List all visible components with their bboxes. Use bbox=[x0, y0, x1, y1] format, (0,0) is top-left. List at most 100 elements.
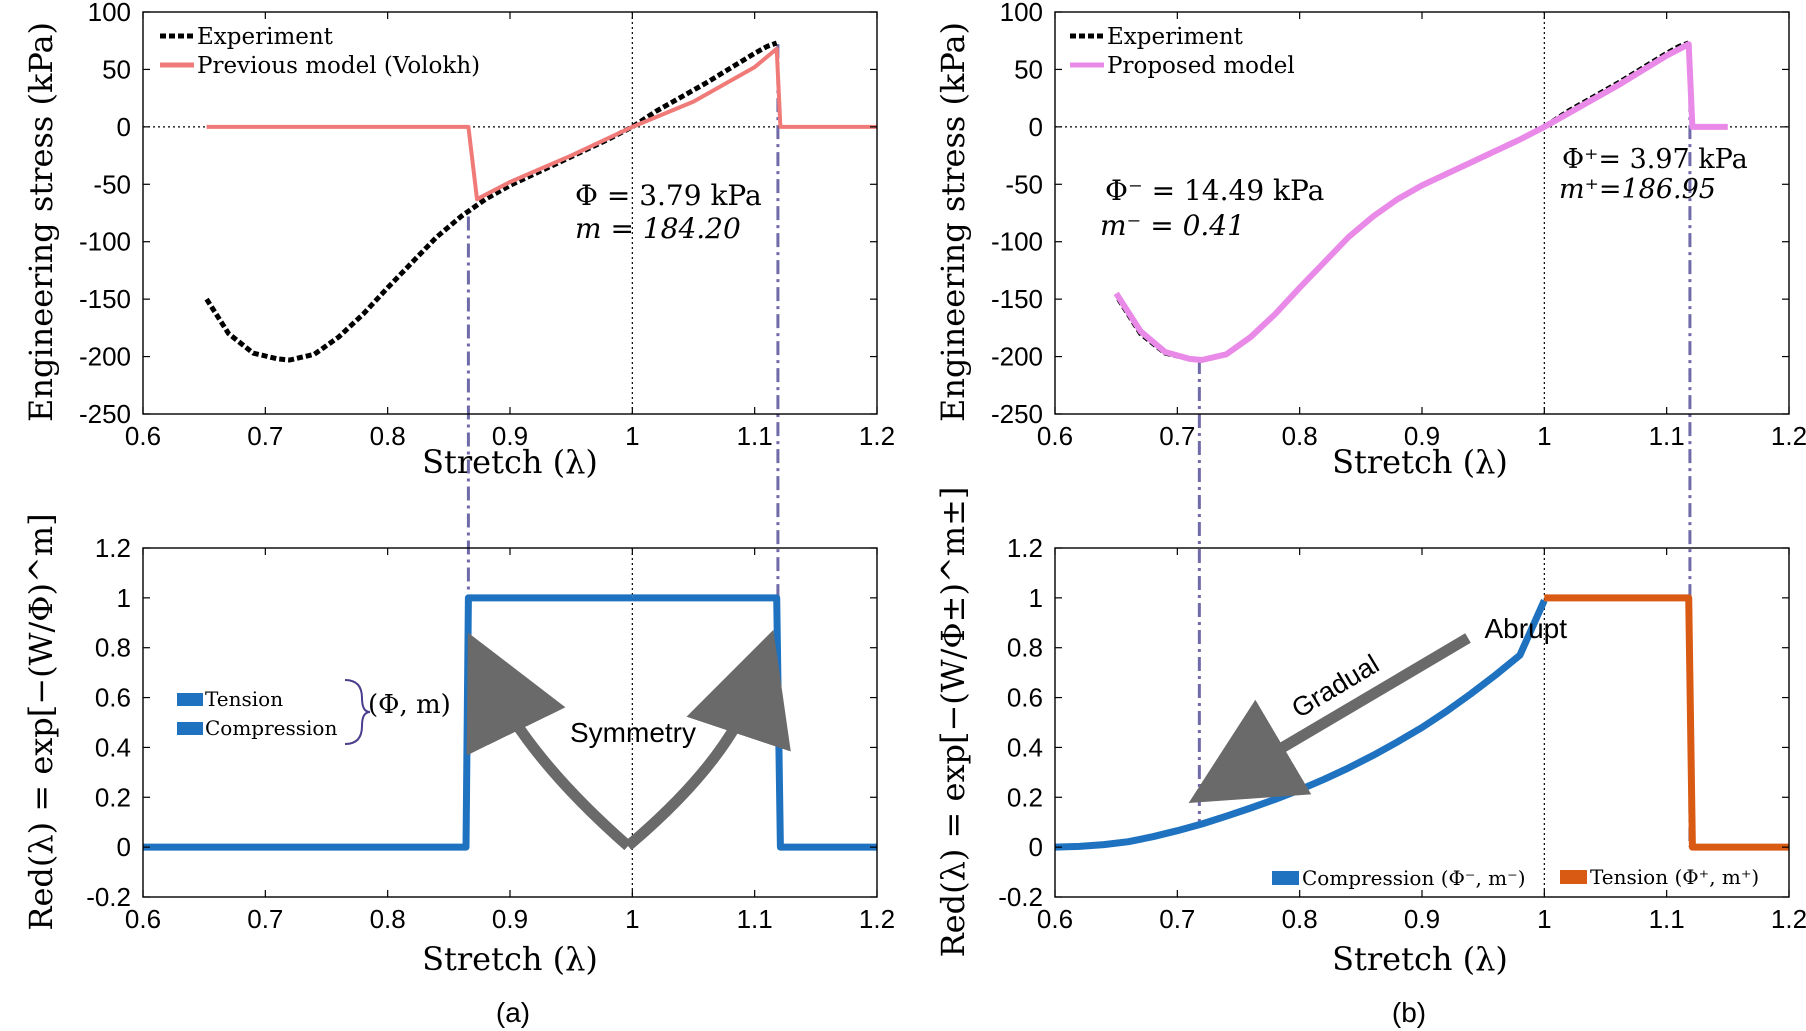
series-layer bbox=[1054, 594, 1789, 851]
x-tick-label: 1.2 bbox=[1771, 421, 1806, 451]
annotation-phi-minus: Φ⁻ = 14.49 kPa bbox=[1105, 174, 1324, 207]
x-axis-label: Stretch (λ) bbox=[422, 940, 598, 978]
series-previous-model-volokh bbox=[206, 46, 877, 202]
y-tick-label: 0.4 bbox=[1007, 732, 1043, 762]
legend-swatch-compression bbox=[177, 722, 203, 735]
y-tick-label: -150 bbox=[991, 284, 1043, 314]
legend-label-compression: Compression bbox=[205, 716, 337, 740]
x-tick-label: 1 bbox=[1537, 421, 1551, 451]
annotation-symmetry: Symmetry bbox=[570, 717, 696, 748]
annotation-m: m = 184.20 bbox=[575, 212, 741, 245]
y-tick-label: -200 bbox=[79, 342, 131, 372]
legend-swatch-tension bbox=[177, 693, 203, 706]
series-proposed-model bbox=[1113, 41, 1728, 363]
annotation-phi-plus: Φ⁺= 3.97 kPa bbox=[1562, 144, 1748, 175]
y-axis-label: Engineering stress (kPa) bbox=[22, 22, 60, 422]
legend-swatch-tension bbox=[1560, 870, 1587, 884]
x-tick-label: 1.1 bbox=[1649, 904, 1685, 934]
legend-swatch-compression bbox=[1272, 871, 1299, 885]
x-tick-label: 0.8 bbox=[1282, 904, 1318, 934]
panel-label-b: (b) bbox=[1392, 997, 1426, 1028]
annotation-phi-m: (Φ, m) bbox=[368, 690, 451, 720]
chart-a-top: 0.6 0.7 0.8 0.9 1 1.1 1.2 100 50 0 -50 -100 -150 -20… bbox=[22, 0, 895, 481]
x-tick-label: 0.6 bbox=[1037, 904, 1073, 934]
y-tick-label: 0 bbox=[117, 832, 131, 862]
x-tick-labels: 0.6 0.7 0.8 0.9 1 1.1 1.2 bbox=[125, 904, 895, 934]
x-tick-label: 0.7 bbox=[1159, 421, 1195, 451]
tick-marks bbox=[142, 547, 878, 898]
y-tick-label: 0 bbox=[1029, 832, 1043, 862]
y-tick-label: 0.8 bbox=[95, 633, 131, 663]
legend: Experiment Proposed model bbox=[1070, 24, 1295, 79]
y-tick-label: 50 bbox=[1014, 54, 1043, 84]
y-tick-label: -0.2 bbox=[998, 882, 1043, 912]
y-tick-label: -50 bbox=[1005, 169, 1043, 199]
x-tick-labels: 0.6 0.7 0.8 0.9 1 1.1 1.2 bbox=[125, 421, 895, 451]
y-tick-label: 1.2 bbox=[1007, 533, 1043, 563]
chart-b-bottom: 0.6 0.7 0.8 0.9 1 1.1 1.2 1.2 1 0.8 0.6 0.4 0.2 0 -0.… bbox=[934, 487, 1806, 978]
y-tick-label: 0.6 bbox=[1007, 683, 1043, 713]
tick-marks bbox=[1054, 11, 1790, 415]
symmetry-arrow-right bbox=[624, 629, 791, 851]
y-tick-label: 0.4 bbox=[95, 732, 131, 762]
x-axis-label: Stretch (λ) bbox=[422, 443, 598, 481]
x-tick-label: 1.2 bbox=[859, 421, 895, 451]
x-tick-label: 0.9 bbox=[1404, 421, 1440, 451]
series-layer bbox=[204, 40, 877, 363]
legend-label-proposed: Proposed model bbox=[1107, 53, 1295, 79]
x-tick-label: 0.9 bbox=[1404, 904, 1440, 934]
y-tick-label: 0.8 bbox=[1007, 633, 1043, 663]
x-tick-label: 0.7 bbox=[1159, 904, 1195, 934]
zero-lines bbox=[1055, 12, 1789, 414]
x-tick-label: 0.8 bbox=[1282, 421, 1318, 451]
panel-label-a: (a) bbox=[496, 997, 530, 1028]
y-tick-label: 1 bbox=[117, 583, 131, 613]
y-tick-label: 0 bbox=[1029, 112, 1043, 142]
x-tick-label: 0.8 bbox=[370, 904, 406, 934]
legend-label-tension: Tension (Φ⁺, m⁺) bbox=[1590, 865, 1759, 889]
x-tick-labels: 0.6 0.7 0.8 0.9 1 1.1 1.2 bbox=[1037, 904, 1806, 934]
symmetry-arrow-left bbox=[466, 632, 632, 851]
y-tick-label: 100 bbox=[88, 0, 131, 27]
tick-marks bbox=[142, 11, 878, 415]
y-tick-labels: 100 50 0 -50 -100 -150 -200 -250 bbox=[79, 0, 131, 429]
chart-b-top: 0.6 0.7 0.8 0.9 1 1.1 1.2 100 50 0 -50 -100 -150 -20… bbox=[934, 0, 1806, 481]
x-axis-label: Stretch (λ) bbox=[1332, 443, 1508, 481]
y-tick-label: 0.6 bbox=[95, 683, 131, 713]
x-tick-label: 0.6 bbox=[125, 904, 161, 934]
y-tick-label: -250 bbox=[79, 399, 131, 429]
x-tick-labels: 0.6 0.7 0.8 0.9 1 1.1 1.2 bbox=[1037, 421, 1806, 451]
y-tick-label: 0.2 bbox=[1007, 782, 1043, 812]
y-tick-label: -250 bbox=[991, 399, 1043, 429]
y-tick-labels: 1.2 1 0.8 0.6 0.4 0.2 0 -0.2 bbox=[998, 533, 1043, 912]
chart-a-bottom: 0.6 0.7 0.8 0.9 1 1.1 1.2 1.2 1 0.8 0.6 0.4 0.2 0 -0.… bbox=[22, 513, 895, 978]
y-tick-label: 1.2 bbox=[95, 533, 131, 563]
zero-lines bbox=[143, 12, 877, 414]
legend-label-compression: Compression (Φ⁻, m⁻) bbox=[1302, 866, 1526, 890]
x-tick-label: 1.2 bbox=[1771, 904, 1806, 934]
x-tick-label: 1.2 bbox=[859, 904, 895, 934]
x-tick-label: 1 bbox=[625, 904, 639, 934]
tick-marks bbox=[1054, 547, 1790, 898]
x-tick-label: 0.6 bbox=[125, 421, 161, 451]
series-layer bbox=[1113, 40, 1728, 363]
legend-brace bbox=[344, 679, 371, 745]
annotation-m-plus: m⁺=186.95 bbox=[1559, 174, 1716, 205]
legend-label-experiment: Experiment bbox=[197, 24, 334, 50]
x-tick-label: 1 bbox=[1537, 904, 1551, 934]
y-tick-label: 0.2 bbox=[95, 782, 131, 812]
x-axis-label: Stretch (λ) bbox=[1332, 940, 1508, 978]
x-tick-label: 1 bbox=[625, 421, 639, 451]
legend: Tension Compression (Φ, m) bbox=[177, 679, 451, 745]
x-tick-label: 1.1 bbox=[737, 421, 773, 451]
x-tick-label: 0.7 bbox=[247, 904, 283, 934]
y-tick-label: -0.2 bbox=[86, 882, 131, 912]
gradual-arrow bbox=[1188, 633, 1471, 803]
y-tick-label: -100 bbox=[991, 227, 1043, 257]
x-tick-label: 0.8 bbox=[370, 421, 406, 451]
legend-label-volokh: Previous model (Volokh) bbox=[197, 53, 480, 79]
series-experiment bbox=[204, 40, 778, 363]
x-tick-label: 0.9 bbox=[492, 904, 528, 934]
legend: Experiment Previous model (Volokh) bbox=[160, 24, 480, 79]
